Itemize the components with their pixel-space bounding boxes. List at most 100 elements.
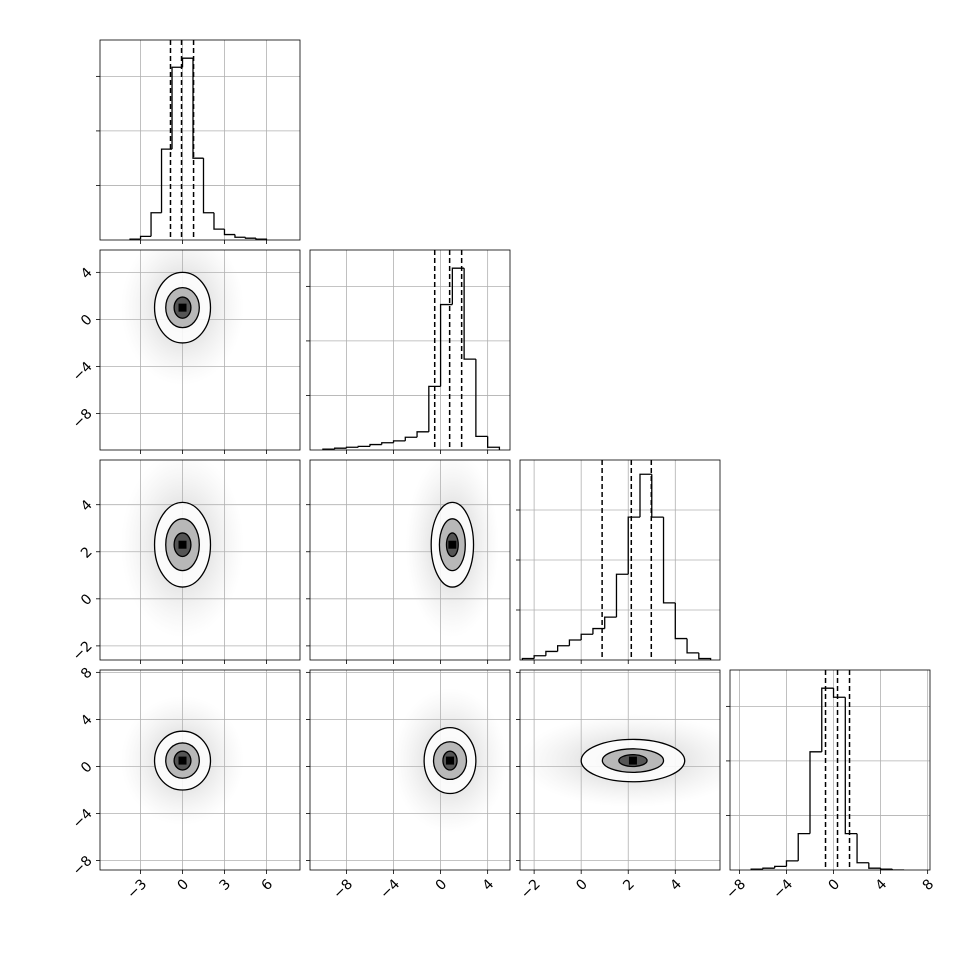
hist-bin (545, 650, 558, 656)
panel (100, 670, 300, 870)
panel (100, 250, 300, 450)
hist-bin (381, 442, 394, 445)
x-tick-label: 4 (873, 876, 891, 894)
panel-frame (99, 669, 301, 871)
x-tick-label: −4 (770, 876, 796, 902)
hist-bin (234, 234, 246, 238)
hist-bin (244, 237, 256, 239)
x-tick-label: 0 (433, 876, 451, 894)
panel-frame (309, 669, 511, 871)
hist-bin (580, 633, 593, 640)
hist-bin (891, 869, 905, 870)
hist-bin (879, 868, 893, 870)
hist-bin (213, 212, 225, 230)
panel-frame (309, 459, 511, 661)
hist-bin (223, 229, 235, 236)
hist-bin (463, 268, 476, 360)
x-tick-label: 2 (620, 876, 638, 894)
x-tick-label: 4 (667, 876, 685, 894)
panel-frame (519, 669, 721, 871)
hist-bin (451, 267, 465, 305)
x-tick-label: 6 (258, 876, 276, 894)
panel-frame (729, 669, 931, 871)
center-mark (446, 756, 454, 765)
center-mark (178, 540, 187, 549)
hist-bin (592, 627, 605, 635)
x-tick-label: −3 (124, 876, 150, 902)
hist-bin (202, 158, 214, 214)
x-tick-label: 4 (480, 876, 498, 894)
panel-frame (99, 39, 301, 241)
x-tick-label: −2 (518, 876, 544, 902)
hist-bin (821, 687, 834, 752)
hist-bin (686, 638, 699, 654)
panel-frame (99, 249, 301, 451)
hist-bin (369, 443, 382, 447)
center-mark (178, 756, 187, 765)
x-tick-label: 8 (920, 876, 938, 894)
hist-bin (475, 359, 488, 438)
hist-bin (139, 235, 152, 240)
hist-bin (533, 655, 546, 659)
hist-bin (404, 436, 418, 441)
center-mark (178, 303, 187, 312)
hist-bin (521, 657, 535, 660)
hist-bin (762, 867, 775, 870)
hist-bin (181, 57, 194, 68)
panel-frame (519, 459, 721, 661)
hist-bin (357, 445, 370, 448)
hist-bin (416, 431, 429, 438)
panel (310, 670, 510, 870)
hist-bin (868, 862, 881, 869)
hist-bin (615, 573, 629, 618)
panel (520, 460, 720, 660)
y-tick-label: 4 (78, 497, 96, 515)
hist-bin (844, 697, 858, 835)
x-tick-label: 0 (175, 876, 193, 894)
panel (730, 670, 930, 870)
panel (100, 40, 300, 240)
hist-bin (698, 652, 712, 660)
hist-bin (604, 616, 617, 629)
center-mark (448, 540, 457, 549)
hist-bin (809, 751, 822, 834)
panel (310, 250, 510, 450)
hist-bin (334, 447, 347, 450)
y-tick-label: 0 (78, 759, 96, 777)
hist-bin (192, 58, 204, 159)
y-tick-label: −4 (70, 806, 96, 832)
y-tick-label: 2 (78, 544, 96, 562)
y-tick-label: 4 (78, 712, 96, 730)
y-tick-label: −8 (70, 853, 96, 879)
panel-frame (99, 459, 301, 661)
hist-bin (774, 865, 787, 869)
hist-bin (486, 436, 501, 450)
hist-bin (345, 446, 359, 449)
y-tick-label: 0 (78, 591, 96, 609)
x-tick-label: −8 (723, 876, 749, 902)
x-tick-label: 0 (573, 876, 591, 894)
y-tick-label: −4 (70, 359, 96, 385)
hist-bin (651, 474, 664, 518)
hist-bin (171, 66, 183, 150)
x-tick-label: −4 (377, 876, 403, 902)
y-tick-label: −8 (70, 406, 96, 432)
hist-bin (150, 212, 162, 237)
y-tick-label: 4 (78, 265, 96, 283)
center-mark (628, 756, 637, 765)
y-tick-label: 0 (78, 312, 96, 330)
hist-bin (797, 832, 810, 861)
hist-bin (556, 645, 570, 652)
x-tick-label: −8 (330, 876, 356, 902)
hist-bin (392, 440, 406, 443)
hist-bin (856, 833, 869, 864)
hist-bin (639, 473, 652, 518)
x-tick-label: 3 (217, 876, 235, 894)
panel (100, 460, 300, 660)
hist-bin (160, 148, 173, 213)
panel (520, 670, 720, 870)
hist-bin (662, 517, 676, 604)
x-tick-label: 0 (826, 876, 844, 894)
hist-bin (255, 238, 268, 240)
